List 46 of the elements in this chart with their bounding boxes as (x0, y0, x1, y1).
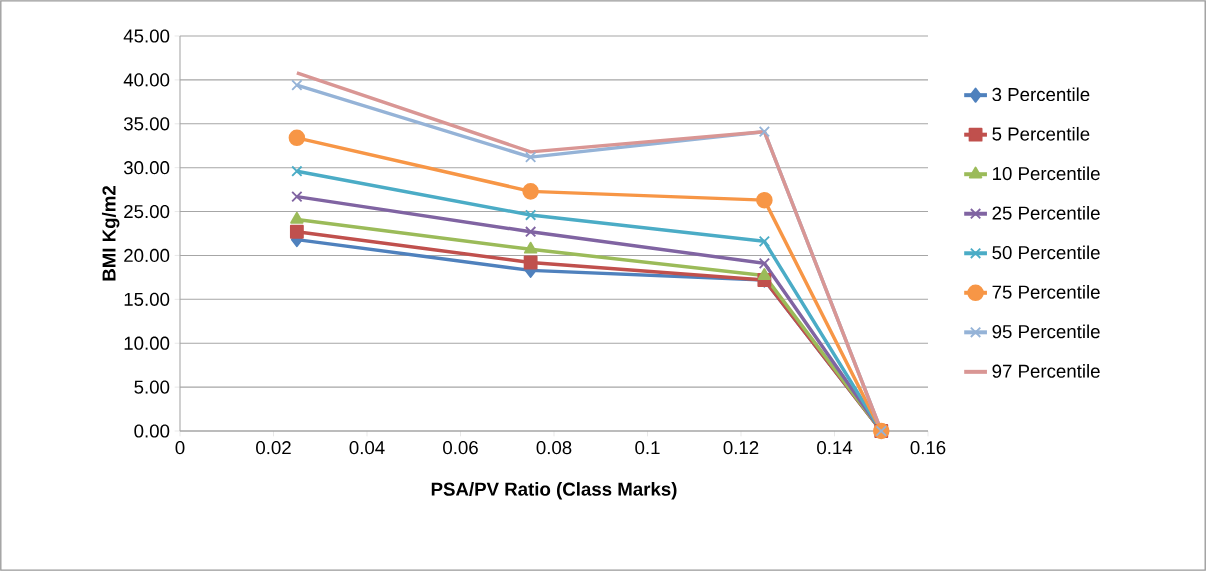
x-tick-label: 0.04 (349, 441, 385, 455)
point (524, 209, 537, 221)
y-tick-label: 20.00 (124, 248, 170, 263)
y-tick-label: 10.00 (124, 336, 170, 350)
point (758, 126, 771, 138)
point (758, 235, 771, 248)
y-tick-label: 45.00 (123, 29, 170, 43)
point (290, 211, 304, 224)
legend-label: 97 Percentile (992, 364, 1100, 378)
legend-label: 25 Percentile (992, 205, 1100, 220)
point (291, 165, 303, 177)
point (524, 226, 537, 238)
point (523, 241, 538, 254)
point (291, 190, 303, 203)
y-tick-label: 25.00 (124, 204, 170, 219)
point (758, 257, 771, 269)
legend-label: 75 Percentile (992, 285, 1100, 299)
y-tick-label: 0.00 (134, 424, 170, 438)
point (289, 224, 304, 239)
point (757, 268, 772, 280)
x-tick-label: 0.08 (536, 441, 572, 455)
legend-label: 50 Percentile (992, 245, 1100, 260)
x-tick-label: 0.14 (817, 441, 853, 455)
legend-label: 95 Percentile (992, 324, 1100, 339)
x-tick-label: 0.16 (910, 441, 946, 455)
point (756, 191, 773, 209)
x-tick-label: 0.1 (635, 441, 660, 455)
legend-label: 5 Percentile (992, 126, 1090, 141)
point (291, 79, 303, 91)
y-tick-label: 30.00 (123, 161, 170, 175)
point (522, 183, 539, 200)
point (524, 151, 537, 163)
y-tick-label: 40.00 (123, 73, 170, 87)
point (288, 129, 306, 147)
point (523, 255, 538, 270)
y-tick-label: 35.00 (123, 117, 170, 131)
legend-label: 10 Percentile (993, 166, 1100, 181)
x-tick-label: 0.02 (256, 441, 291, 455)
x-tick-label: 0.12 (723, 441, 759, 455)
legend-label: 3 Percentile (992, 87, 1090, 102)
x-tick-label: 0 (175, 441, 185, 455)
y-tick-label: 15.00 (124, 292, 170, 306)
y-tick-label: 5.00 (134, 380, 170, 394)
y-axis-title: BMI Kg/m2 (101, 186, 120, 281)
x-tick-label: 0.06 (443, 441, 478, 455)
x-axis-title: PSA/PV Ratio (Class Marks) (431, 482, 677, 500)
